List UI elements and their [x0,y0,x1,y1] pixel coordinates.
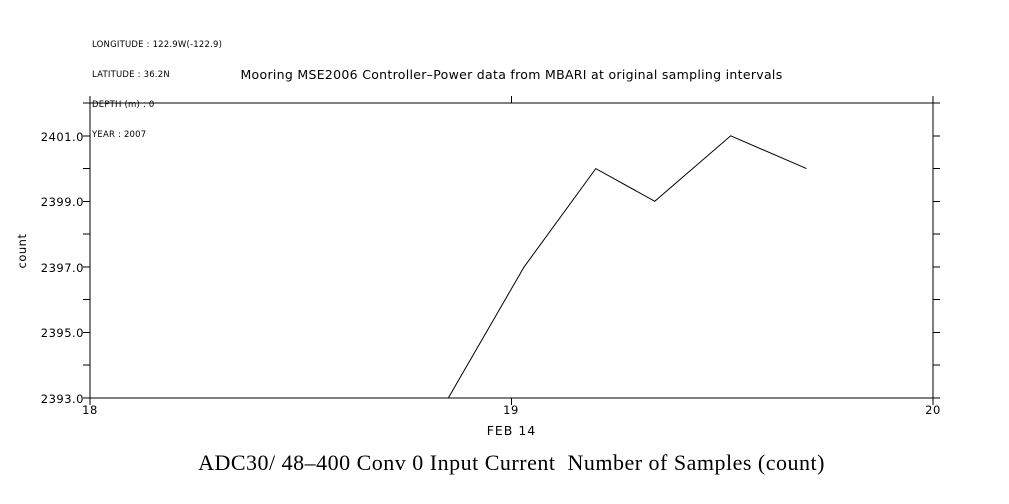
plot-frame [89,102,934,399]
chart-title: Mooring MSE2006 Controller–Power data fr… [240,67,783,82]
station-metadata: LONGITUDE : 122.9W(-122.9) LATITUDE : 36… [92,20,222,160]
x-tick-label: 20 [925,403,941,417]
chart-caption: ADC30/ 48–400 Conv 0 Input Current Numbe… [198,450,825,475]
meta-depth: DEPTH (m) : 0 [92,100,155,110]
meta-year: YEAR : 2007 [92,130,147,140]
y-tick-label: 2395.0 [40,326,84,340]
x-axis-date-label: FEB 14 [486,423,537,438]
y-tick-label: 2393.0 [40,392,84,406]
meta-latitude: LATITUDE : 36.2N [92,70,170,80]
data-series-line [447,135,807,399]
x-tick-label: 18 [82,403,98,417]
y-tick-label: 2401.0 [40,130,84,144]
y-tick-label: 2397.0 [40,261,84,275]
y-tick-label: 2399.0 [40,195,84,209]
x-tick-label: 19 [503,403,519,417]
meta-longitude: LONGITUDE : 122.9W(-122.9) [92,40,223,50]
y-axis-label: count [15,233,29,269]
